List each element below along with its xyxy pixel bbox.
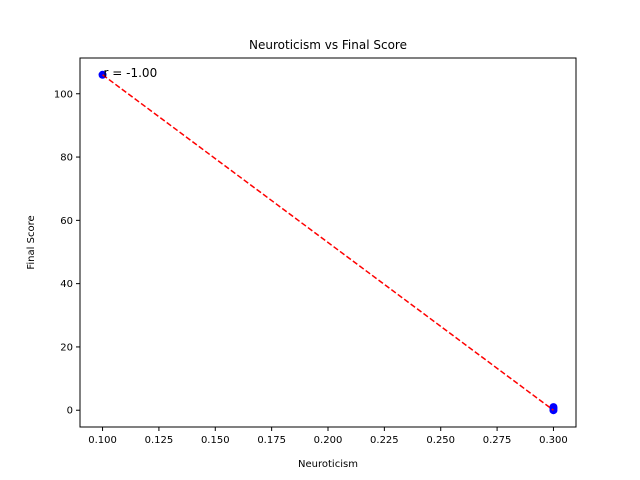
x-tick-label: 0.250 [426,435,455,446]
trend-line [102,74,554,411]
x-tick-label: 0.300 [539,435,568,446]
y-tick-label: 100 [54,89,73,100]
x-tick-label: 0.200 [314,435,343,446]
x-axis-label: Neuroticism [298,459,358,470]
y-tick-label: 80 [60,153,73,164]
x-tick-label: 0.125 [145,435,174,446]
y-axis-label: Final Score [26,215,37,269]
x-axis: 0.100 0.125 0.150 0.175 0.200 0.225 0.250 0.275… [88,427,568,446]
y-tick-label: 60 [60,216,73,227]
x-tick-label: 0.150 [201,435,230,446]
x-tick-label: 0.100 [88,435,117,446]
x-tick-label: 0.275 [483,435,512,446]
y-tick-label: 20 [60,342,73,353]
data-point [549,404,558,413]
x-tick-label: 0.225 [370,435,399,446]
y-tick-label: 40 [60,279,73,290]
y-axis: 0 20 40 60 80 100 [54,89,80,417]
y-tick-label: 0 [67,406,73,417]
correlation-annotation: r = -1.00 [104,66,158,80]
chart-title: Neuroticism vs Final Score [249,38,407,52]
plot-area: r = -1.00 [98,66,558,415]
x-tick-label: 0.175 [257,435,286,446]
